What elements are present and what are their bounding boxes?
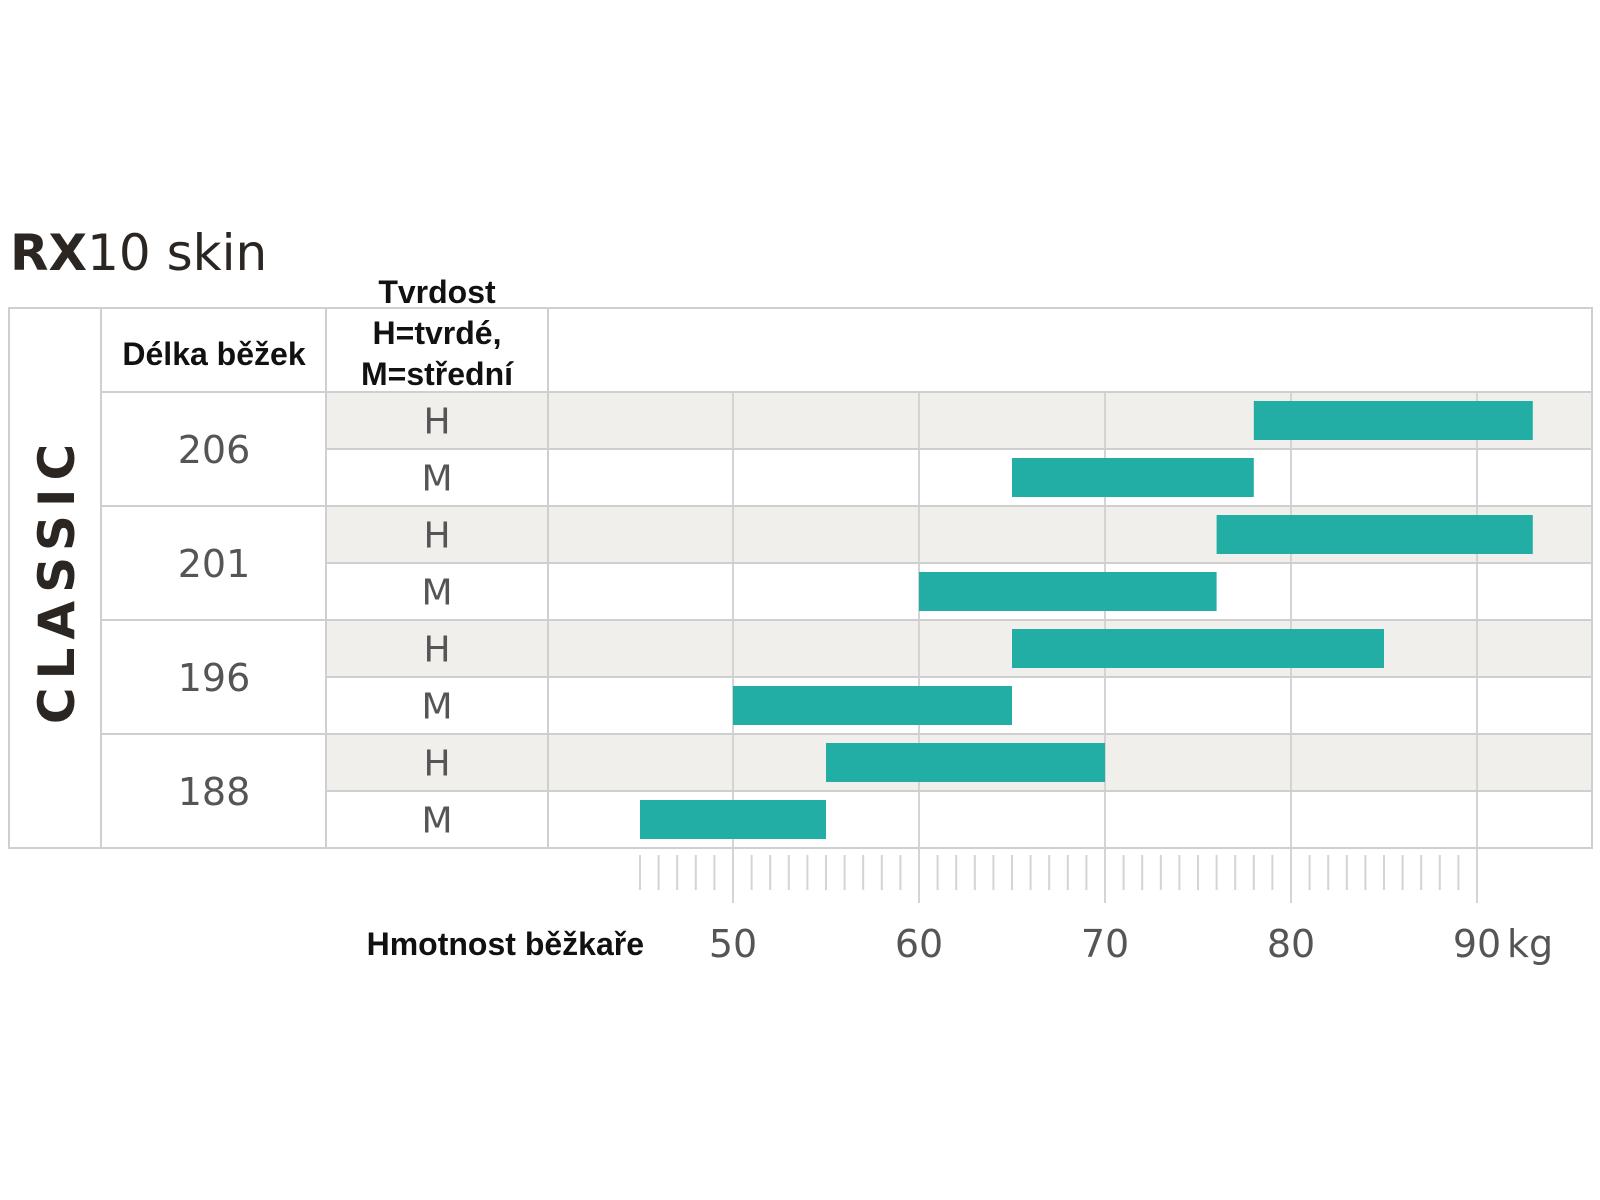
bar — [1012, 629, 1384, 668]
hardness-label: M — [421, 459, 452, 500]
bar — [1216, 515, 1533, 554]
hardness-label: M — [421, 573, 452, 614]
length-label: 206 — [178, 428, 251, 472]
length-label: 188 — [178, 770, 251, 814]
x-axis-unit: kg — [1507, 922, 1553, 966]
tick-labels: 50 60 70 80 90 — [709, 922, 1501, 966]
tick-label: 70 — [1081, 922, 1129, 966]
tick-label: 90 — [1453, 922, 1501, 966]
hardness-label: M — [421, 801, 452, 842]
bar — [1253, 401, 1533, 440]
bar — [640, 800, 826, 839]
header-hardness-line1: Tvrdost — [378, 274, 496, 310]
chart-title-bold: RX — [10, 224, 87, 282]
table-lines — [8, 307, 1593, 849]
length-label: 196 — [178, 656, 251, 700]
hardness-label: H — [423, 516, 450, 557]
hardness-label: H — [423, 630, 450, 671]
x-axis-label: Hmotnost běžkaře — [367, 926, 644, 962]
bars — [640, 401, 1533, 839]
table-frame — [8, 307, 1593, 849]
tick-label: 80 — [1267, 922, 1315, 966]
bar — [919, 572, 1217, 611]
tick-label: 50 — [709, 922, 757, 966]
header-length: Délka běžek — [122, 336, 305, 372]
header-hardness-line2: H=tvrdé, — [373, 315, 502, 351]
header-hardness-line3: M=střední — [361, 356, 514, 392]
row-band — [327, 621, 1592, 677]
row-lines — [101, 391, 1592, 792]
bar — [826, 743, 1105, 782]
category-label: CLASSIC — [28, 436, 86, 724]
hardness-label: H — [423, 402, 450, 443]
chart-title-light: 10 skin — [87, 224, 267, 282]
hardness-label: M — [421, 687, 452, 728]
length-labels: 206 201 196 188 — [178, 428, 251, 814]
tick-label: 60 — [895, 922, 943, 966]
minor-ticks — [639, 855, 1460, 890]
bar — [1012, 458, 1254, 497]
length-label: 201 — [178, 542, 251, 586]
hardness-label: H — [423, 744, 450, 785]
bar — [733, 686, 1012, 725]
chart-title: RX10 skin — [10, 224, 267, 282]
